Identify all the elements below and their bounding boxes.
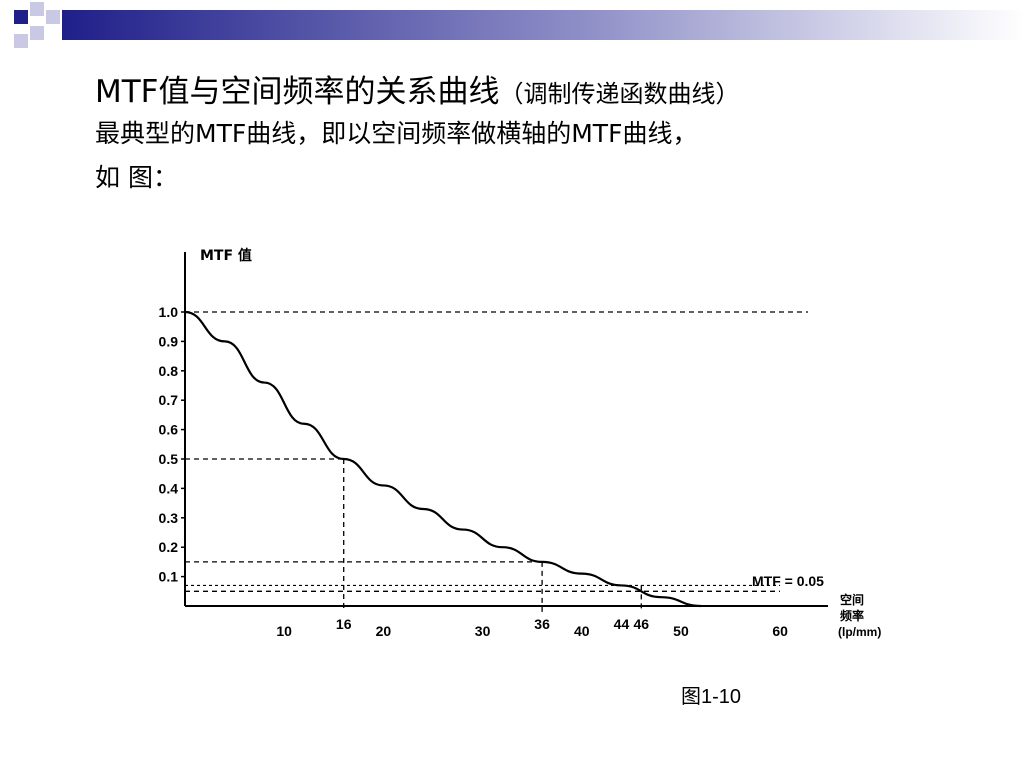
y-tick-label: 0.7 — [159, 392, 179, 408]
deco-square — [30, 2, 44, 16]
title-main: MTF值与空间频率的关系曲线 — [95, 74, 500, 110]
deco-square — [14, 34, 28, 48]
x-tick-label: 36 — [534, 616, 550, 632]
annotation-mtf-005: MTF = 0.05 — [752, 573, 824, 589]
deco-square — [46, 10, 60, 24]
corner-decoration — [14, 2, 1024, 48]
y-tick-label: 0.3 — [159, 510, 179, 526]
title-sub: （调制传递函数曲线） — [499, 80, 740, 108]
y-tick-label: 0.9 — [159, 333, 179, 349]
x-tick-label: 30 — [475, 623, 491, 639]
x-tick-label: 60 — [772, 623, 788, 639]
x-tick-label: 44 — [614, 616, 630, 632]
y-tick-label: 0.4 — [159, 480, 179, 496]
y-tick-label: 0.2 — [159, 539, 179, 555]
x-axis-label: 频率 — [840, 608, 864, 623]
x-tick-label: 20 — [376, 623, 392, 639]
y-tick-label: 0.6 — [159, 422, 179, 438]
y-tick-label: 0.8 — [159, 363, 179, 379]
slide-title: MTF值与空间频率的关系曲线（调制传递函数曲线） — [95, 66, 740, 111]
deco-bar — [62, 10, 1024, 40]
y-tick-label: 0.5 — [159, 451, 179, 467]
x-tick-label: 40 — [574, 623, 590, 639]
y-tick-label: 0.1 — [159, 569, 179, 585]
figure-caption: 图1-10 — [681, 686, 742, 708]
deco-square — [30, 26, 44, 40]
mtf-curve — [184, 310, 701, 608]
slide-text-line-2: 最典型的MTF曲线，即以空间频率做横轴的MTF曲线， — [95, 119, 698, 148]
x-tick-label: 46 — [634, 616, 650, 632]
x-axis-label: (lp/mm) — [838, 625, 881, 639]
y-axis-label: MTF 值 — [200, 247, 252, 264]
x-tick-label: 16 — [336, 616, 352, 632]
slide-text-line-3: 如 图： — [95, 163, 178, 192]
x-tick-label: 10 — [276, 623, 292, 639]
x-axis-label: 空间 — [840, 592, 864, 607]
deco-square — [14, 10, 28, 24]
y-tick-label: 1.0 — [159, 304, 179, 320]
x-tick-label: 50 — [673, 623, 689, 639]
